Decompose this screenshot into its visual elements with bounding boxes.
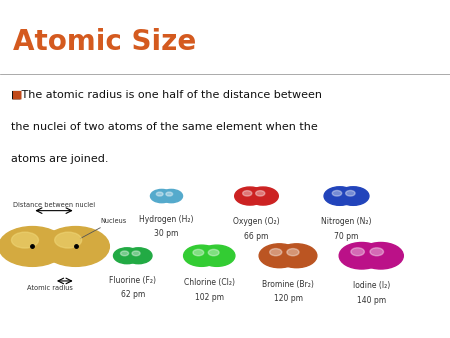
Text: Atomic radius: Atomic radius [27, 285, 72, 291]
Text: Oxygen (O₂): Oxygen (O₂) [233, 217, 280, 226]
Circle shape [113, 248, 140, 264]
Text: ■: ■ [12, 90, 22, 100]
Circle shape [184, 245, 220, 266]
Circle shape [0, 226, 66, 266]
Text: ■The atomic radius is one half of the distance between: ■The atomic radius is one half of the di… [11, 90, 322, 100]
Circle shape [339, 242, 384, 269]
Text: 140 pm: 140 pm [357, 295, 386, 305]
Circle shape [193, 249, 204, 256]
Circle shape [132, 251, 140, 256]
Circle shape [11, 232, 38, 248]
Circle shape [55, 232, 82, 248]
Circle shape [166, 192, 173, 196]
Text: 70 pm: 70 pm [334, 232, 359, 241]
Circle shape [259, 244, 300, 268]
Circle shape [156, 192, 163, 196]
Circle shape [324, 187, 356, 206]
Circle shape [121, 251, 129, 256]
Text: the nuclei of two atoms of the same element when the: the nuclei of two atoms of the same elem… [11, 122, 318, 132]
Circle shape [332, 191, 342, 196]
Circle shape [370, 248, 383, 256]
Text: Bromine (Br₂): Bromine (Br₂) [262, 280, 314, 289]
Circle shape [287, 248, 299, 256]
Circle shape [199, 245, 235, 266]
Circle shape [150, 189, 173, 203]
Circle shape [42, 226, 109, 266]
Text: atoms are joined.: atoms are joined. [11, 153, 109, 164]
Text: 102 pm: 102 pm [195, 293, 224, 302]
Text: Nitrogen (N₂): Nitrogen (N₂) [321, 217, 372, 226]
Text: Chlorine (Cl₂): Chlorine (Cl₂) [184, 278, 235, 287]
Text: Fluorine (F₂): Fluorine (F₂) [109, 276, 156, 285]
Circle shape [243, 191, 252, 196]
Circle shape [235, 187, 266, 205]
Circle shape [358, 242, 403, 269]
Circle shape [338, 187, 369, 206]
Circle shape [276, 244, 317, 268]
Text: Nucleus: Nucleus [80, 218, 126, 239]
Circle shape [125, 248, 152, 264]
Text: 62 pm: 62 pm [121, 290, 145, 299]
Circle shape [346, 191, 355, 196]
Text: 30 pm: 30 pm [154, 229, 179, 238]
Text: 66 pm: 66 pm [244, 232, 269, 241]
Circle shape [256, 191, 265, 196]
Text: 120 pm: 120 pm [274, 294, 302, 303]
Circle shape [248, 187, 278, 205]
Circle shape [160, 189, 183, 203]
Text: Distance between nuclei: Distance between nuclei [13, 202, 95, 208]
Text: Iodine (I₂): Iodine (I₂) [353, 281, 390, 290]
Circle shape [208, 249, 219, 256]
Circle shape [351, 248, 364, 256]
Circle shape [270, 248, 282, 256]
Text: Atomic Size: Atomic Size [13, 28, 196, 56]
Text: Hydrogen (H₂): Hydrogen (H₂) [139, 215, 194, 224]
